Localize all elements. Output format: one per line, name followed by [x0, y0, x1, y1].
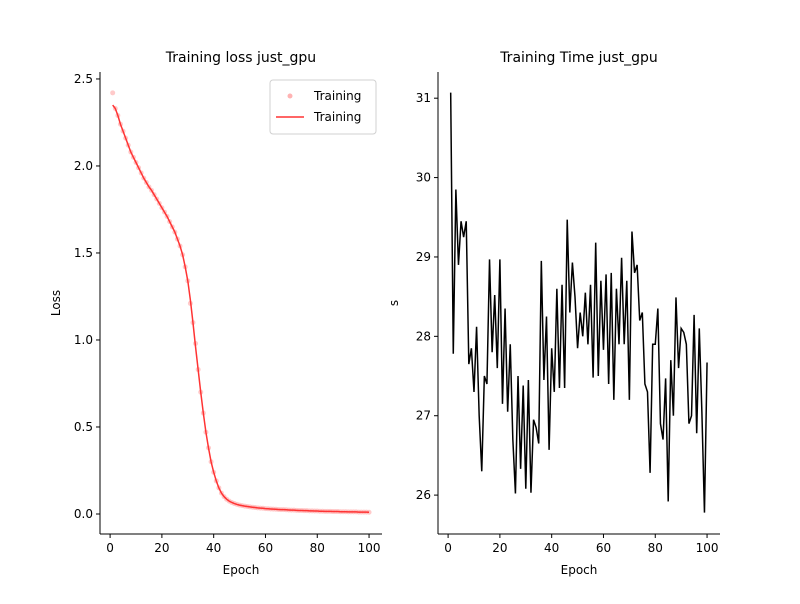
x-tick-label: 60: [596, 541, 611, 555]
x-axis-label: Epoch: [223, 563, 260, 577]
x-tick-label: 20: [492, 541, 507, 555]
y-tick-label: 2.5: [74, 72, 93, 86]
x-tick-label: 40: [544, 541, 559, 555]
x-tick-label: 100: [696, 541, 719, 555]
x-tick-label: 20: [154, 541, 169, 555]
legend-box: [269, 79, 377, 135]
y-tick-label: 26: [416, 488, 431, 502]
y-tick-label: 29: [416, 250, 431, 264]
legend-label: Training: [313, 89, 361, 103]
y-tick-label: 28: [416, 329, 431, 343]
y-tick-label: 31: [416, 91, 431, 105]
y-tick-label: 30: [416, 171, 431, 185]
y-axis-label: s: [387, 300, 401, 306]
legend-label: Training: [313, 110, 361, 124]
x-tick-label: 60: [258, 541, 273, 555]
y-tick-label: 0.5: [74, 420, 93, 434]
y-tick-label: 1.5: [74, 246, 93, 260]
x-axis-label: Epoch: [561, 563, 598, 577]
x-tick-label: 80: [310, 541, 325, 555]
scatter-point: [110, 90, 116, 96]
chart-title: Training loss just_gpu: [165, 50, 316, 66]
x-tick-label: 0: [444, 541, 452, 555]
x-tick-label: 40: [206, 541, 221, 555]
y-tick-label: 1.0: [74, 333, 93, 347]
data-line: [112, 104, 370, 513]
x-tick-label: 0: [106, 541, 114, 555]
legend-marker: [287, 93, 293, 99]
y-tick-label: 2.0: [74, 159, 93, 173]
scatter-point: [366, 509, 372, 515]
y-tick-label: 0.0: [74, 507, 93, 521]
data-line: [449, 92, 708, 513]
y-axis-label: Loss: [49, 290, 63, 316]
y-tick-label: 27: [416, 409, 431, 423]
x-tick-label: 80: [648, 541, 663, 555]
chart-title: Training Time just_gpu: [499, 50, 658, 66]
x-tick-label: 100: [358, 541, 381, 555]
